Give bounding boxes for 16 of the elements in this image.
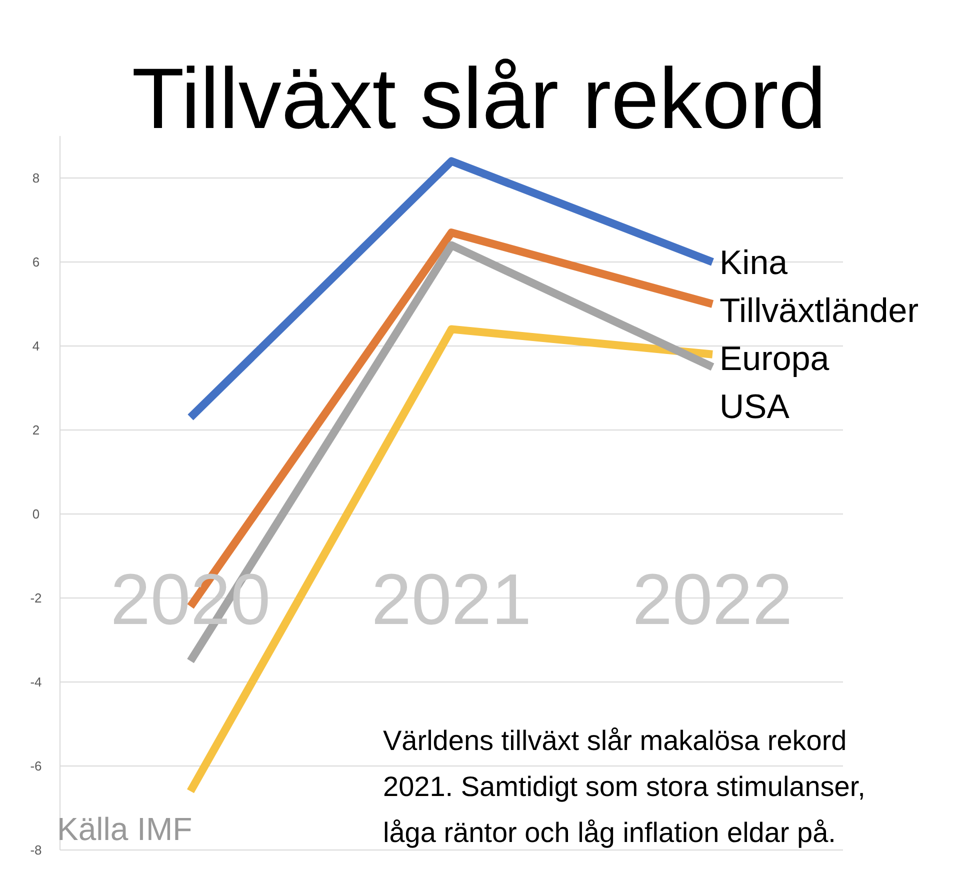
y-tick-label: 8 — [32, 170, 40, 186]
y-tick-label: -4 — [30, 674, 42, 690]
y-tick-label: -2 — [30, 590, 42, 606]
chart-title: Tillväxt slår rekord — [132, 51, 826, 147]
series-label: Europa — [720, 340, 830, 378]
series-label: USA — [720, 388, 790, 426]
annotation: Källa IMF — [57, 811, 192, 847]
y-tick-label: 6 — [32, 254, 40, 270]
series-label: Kina — [720, 244, 788, 282]
y-tick-label: -8 — [30, 842, 42, 858]
annotation: Världens tillväxt slår makalösa rekord 2021. Samtidigt som stora stimulanser, låga räntor och låg inflation eldar på. — [383, 725, 866, 848]
series-label: Tillväxtländer — [720, 292, 919, 330]
y-tick-label: 0 — [32, 506, 40, 522]
y-tick-label: 2 — [32, 422, 40, 438]
y-tick-label: 4 — [32, 338, 40, 354]
y-tick-label: -6 — [30, 758, 42, 774]
